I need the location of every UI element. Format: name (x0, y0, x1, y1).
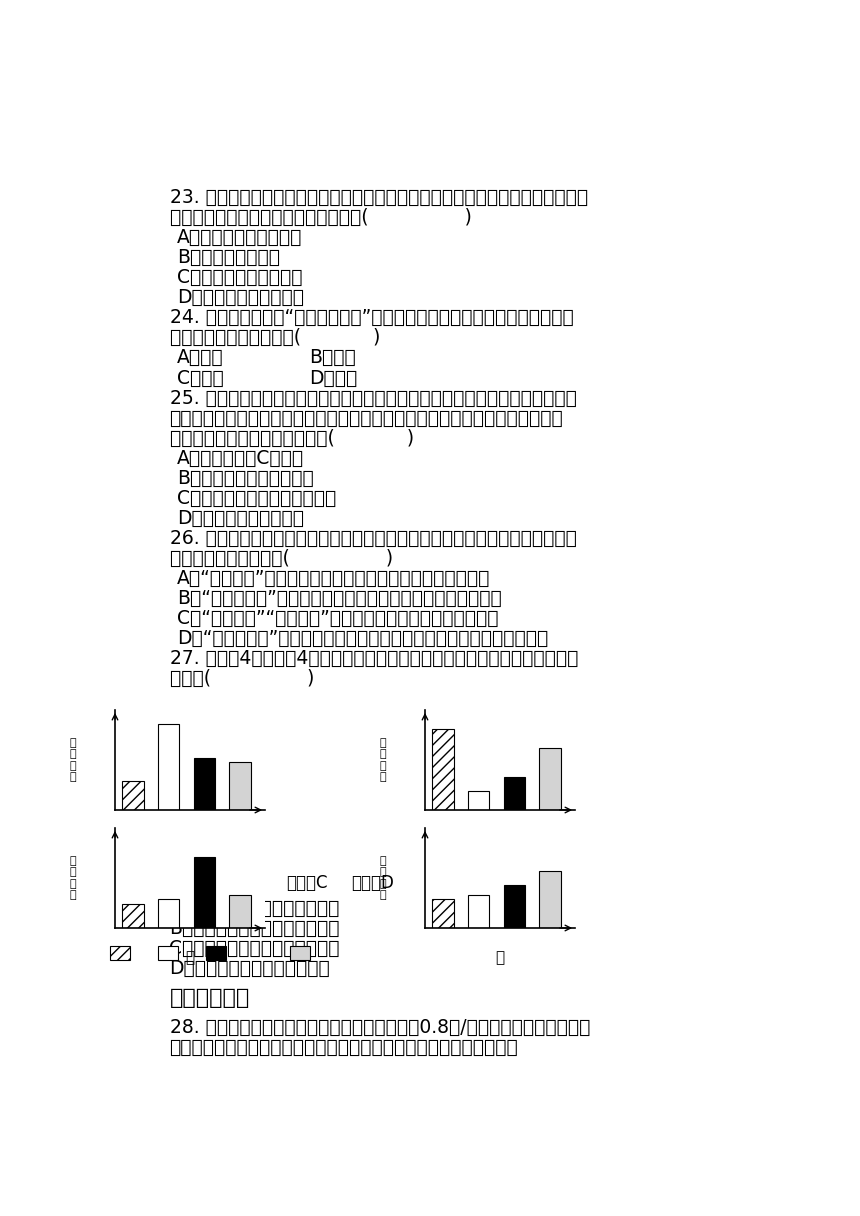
Text: 馒: 馒 (249, 874, 259, 893)
Text: C．米饭: C．米饭 (177, 368, 224, 388)
Text: 铁: 铁 (212, 874, 221, 893)
Text: 家庭的富庶，古代提倡用铜炊具，当前世界卫生组织提倡使用铁制的炊具，以方: 家庭的富庶，古代提倡用铜炊具，当前世界卫生组织提倡使用铁制的炊具，以方 (169, 409, 563, 428)
Text: C．含铁的无机盐可以预防贫血: C．含铁的无机盐可以预防贫血 (177, 489, 336, 507)
Bar (432, 730, 453, 810)
Text: 相
对
含
量: 相 对 含 量 (70, 738, 77, 782)
Text: C．提供能量，如无机盐: C．提供能量，如无机盐 (177, 269, 303, 287)
Text: C．“西宋蜜桃”“新户冬枣”能为人体提供多种维生素和无机盐: C．“西宋蜜桃”“新户冬枣”能为人体提供多种维生素和无机盐 (177, 609, 499, 627)
Text: 二、非选择题: 二、非选择题 (169, 989, 249, 1008)
Text: 相
对
含
量: 相 对 含 量 (70, 856, 77, 900)
Bar (122, 905, 144, 928)
Bar (468, 790, 489, 810)
Text: B．以乙为主食，最不易患贫血症: B．以乙为主食，最不易患贫血症 (169, 919, 340, 938)
Bar (194, 758, 215, 810)
Text: D．以丁为主食，最易患夜盲症: D．以丁为主食，最易患夜盲症 (169, 959, 330, 978)
Bar (539, 748, 561, 810)
Text: B．维持生命，如水: B．维持生命，如水 (177, 248, 280, 268)
Bar (504, 885, 525, 928)
Text: 相
对
含
量: 相 对 含 量 (379, 738, 386, 782)
Bar (539, 871, 561, 928)
Text: 丁: 丁 (495, 950, 505, 966)
Text: 25. 炊具在中国的饮食文化中占有相当重要的地位，古代曾用钟鸣鼎食形容一个: 25. 炊具在中国的饮食文化中占有相当重要的地位，古代曾用钟鸣鼎食形容一个 (169, 388, 576, 407)
Text: 列有关叙述不正确的是(                ): 列有关叙述不正确的是( ) (169, 548, 393, 568)
Text: 相
对
含
量: 相 对 含 量 (379, 856, 386, 900)
Text: A．以甲为主食，最不易患侘倂病: A．以甲为主食，最不易患侘倂病 (169, 899, 340, 918)
Text: D．铁能为人体提供能量: D．铁能为人体提供能量 (177, 508, 304, 528)
Bar (230, 762, 251, 810)
Text: 下列营养物质的作用与举例不相符的是(                ): 下列营养物质的作用与举例不相符的是( ) (169, 208, 471, 227)
Text: D．提供物质，如蛋白质: D．提供物质，如蛋白质 (177, 288, 304, 308)
Text: 27. 如图为4种食品中4种营养成分的相对含量图。请据图分析，下列说法不正: 27. 如图为4种食品中4种营养成分的相对含量图。请据图分析，下列说法不正 (169, 648, 578, 668)
Text: A．铁是维生素C的成分: A．铁是维生素C的成分 (177, 449, 304, 467)
Text: 维生素C: 维生素C (286, 874, 328, 893)
Bar (122, 782, 144, 810)
Text: 维生素D: 维生素D (351, 874, 394, 893)
Text: B．“黄河口大米”中的糖类是人体进行生命活动的主要能源物质: B．“黄河口大米”中的糖类是人体进行生命活动的主要能源物质 (177, 589, 502, 608)
Text: 23. 我们从食物中获得的营养物质具有提供物质和能量、维持生命和健康的作用。: 23. 我们从食物中获得的营养物质具有提供物质和能量、维持生命和健康的作用。 (169, 188, 587, 207)
Text: D．訹菜: D．訹菜 (309, 368, 357, 388)
Text: D．“湤海湾紫菜”中含有丰富的砘，可以治疗因缺砘而引起的甲状腺肿大: D．“湤海湾紫菜”中含有丰富的砘，可以治疗因缺砘而引起的甲状腺肿大 (177, 629, 549, 648)
Text: 24. 膀食纤维被称为“第七类营养素”，对于维持身体健康非常重要。下列食物: 24. 膀食纤维被称为“第七类营养素”，对于维持身体健康非常重要。下列食物 (169, 309, 574, 327)
Bar (468, 895, 489, 928)
Text: 中膀食纤维含量较多的是(            ): 中膀食纤维含量较多的是( ) (169, 328, 380, 348)
Text: 28. 中国营养学会将我国成年人馒的供给量定为0.8克/天，处于生长发育旺盛阶: 28. 中国营养学会将我国成年人馒的供给量定为0.8克/天，处于生长发育旺盛阶 (169, 1018, 590, 1036)
Text: 26. 东营不仅有优美的自然、人文景观，还有令人流连忘返的各种特色小吃。下: 26. 东营不仅有优美的自然、人文景观，还有令人流连忘返的各种特色小吃。下 (169, 529, 576, 547)
Text: A．“史口烧鸡”中的蛋白质是建造机体的重要原料但不能供能: A．“史口烧鸡”中的蛋白质是建造机体的重要原料但不能供能 (177, 569, 490, 587)
Text: 乙: 乙 (495, 832, 505, 848)
Bar (194, 856, 215, 928)
Bar (158, 725, 179, 810)
Text: 段的青少年对馒的需求量更高，但我国绝大多数人远未达到这个标准。: 段的青少年对馒的需求量更高，但我国绝大多数人远未达到这个标准。 (169, 1037, 519, 1057)
Text: A．牛肉: A．牛肉 (177, 349, 224, 367)
Text: 便人体更好地补充铁，这是因为(            ): 便人体更好地补充铁，这是因为( ) (169, 428, 414, 447)
Text: C．以丙为主食，最不易患坏血症: C．以丙为主食，最不易患坏血症 (169, 939, 340, 958)
Text: B．鸡肉: B．鸡肉 (309, 349, 356, 367)
Text: A．维持健康，如维生素: A．维持健康，如维生素 (177, 229, 303, 247)
Text: 确的是(                ): 确的是( ) (169, 669, 314, 688)
Bar (230, 895, 251, 928)
Text: 丙: 丙 (186, 950, 194, 966)
Bar (158, 900, 179, 928)
Bar (432, 900, 453, 928)
Bar (504, 777, 525, 810)
Text: 甲: 甲 (186, 832, 194, 848)
Text: B．铁能催化蛋白质的分解: B．铁能催化蛋白质的分解 (177, 468, 314, 488)
